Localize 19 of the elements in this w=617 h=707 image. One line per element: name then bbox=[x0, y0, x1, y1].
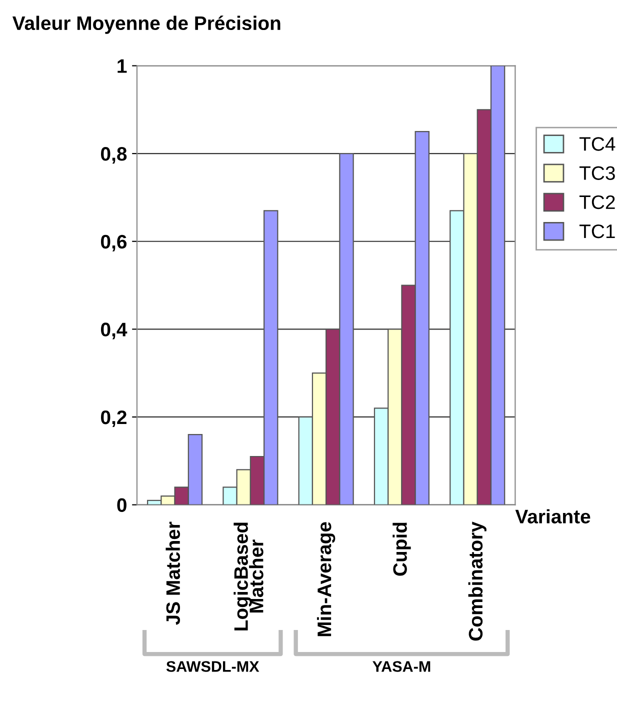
y-tick-label: 0,6 bbox=[100, 234, 127, 252]
legend-label: TC1 bbox=[579, 224, 615, 238]
y-tick-label: 0,8 bbox=[100, 147, 127, 164]
x-tick-label: Cupid bbox=[392, 522, 411, 576]
y-tick-label: 0,2 bbox=[100, 410, 126, 428]
x-axis-title: Variante bbox=[515, 509, 590, 524]
x-tick-label: Combinatory bbox=[468, 522, 486, 641]
y-tick-label: 0,4 bbox=[100, 322, 128, 340]
x-tick-label: JS Matcher bbox=[166, 522, 180, 625]
x-tick-label: Min-Average bbox=[316, 522, 336, 636]
text: SAWSDL-MX bbox=[166, 661, 260, 672]
legend-label: TC4 bbox=[579, 137, 616, 151]
legend-label: TC2 bbox=[579, 195, 615, 210]
legend-label: TC3 bbox=[579, 166, 615, 180]
y-tick-label: 0 bbox=[117, 498, 126, 512]
y-tick-label: 1 bbox=[118, 59, 127, 73]
y-axis-title: Valeur Moyenne de Précision bbox=[12, 16, 280, 34]
text: YASA-M bbox=[372, 661, 430, 672]
x-tick-label: LogicBased Matcher bbox=[234, 522, 264, 630]
